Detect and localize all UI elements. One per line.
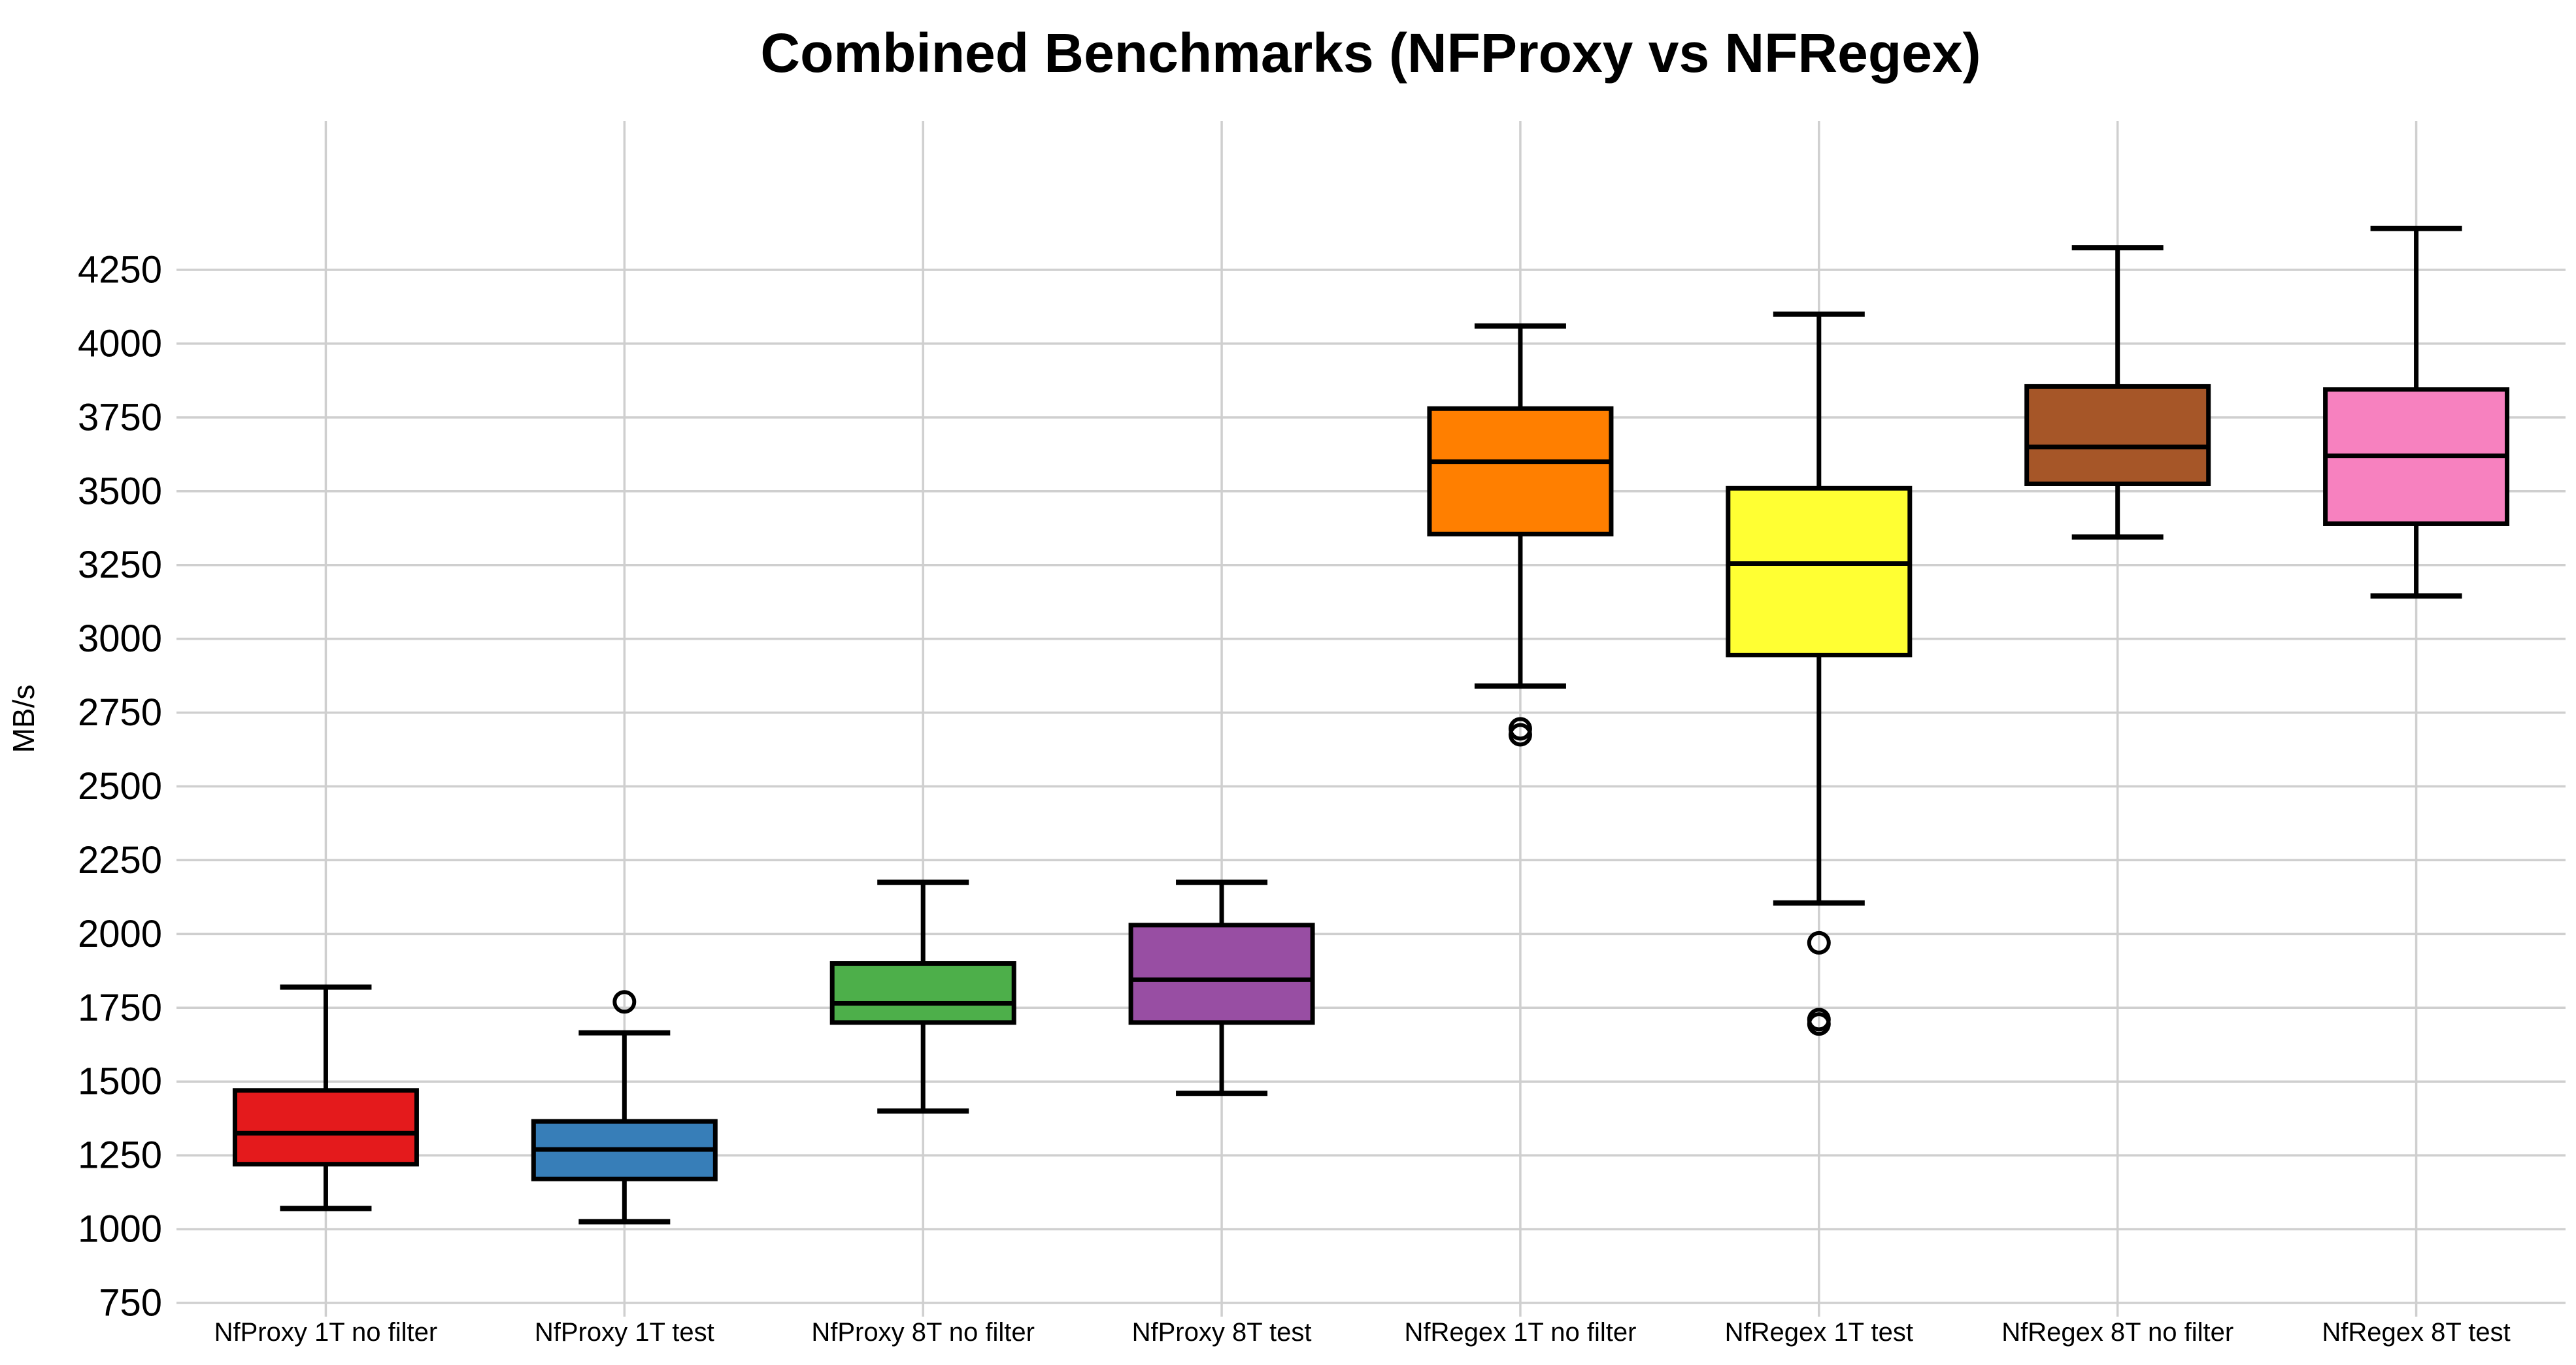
x-tick-label-nfregex-8t-no-filter: NfRegex 8T no filter <box>2001 1318 2233 1347</box>
x-tick-label-nfproxy-1t-test: NfProxy 1T test <box>535 1318 714 1347</box>
axis-labels: 750 1000 1250 1500 1750 2000 2250 2500 2750 3000 3… <box>78 249 2511 1347</box>
boxplot-nfproxy-8t-test <box>1128 880 1315 1096</box>
x-tick-label-nfregex-1t-no-filter: NfRegex 1T no filter <box>1404 1318 1636 1347</box>
boxplot-nfproxy-1t-test <box>531 990 718 1225</box>
y-tick-label: 2750 <box>78 691 162 734</box>
y-tick-label: 3500 <box>78 470 162 512</box>
outlier-point <box>1807 1012 1831 1036</box>
box <box>829 961 1016 1025</box>
boxplot-nfproxy-1t-no-filter <box>232 984 419 1211</box>
box <box>2024 384 2211 486</box>
box <box>1427 406 1614 536</box>
chart-title: Combined Benchmarks (NFProxy vs NFRegex) <box>760 22 1981 84</box>
x-tick-label-nfproxy-1t-no-filter: NfProxy 1T no filter <box>214 1318 438 1347</box>
x-tick-label-nfregex-1t-test: NfRegex 1T test <box>1725 1318 1913 1347</box>
y-tick-label: 1000 <box>78 1208 162 1251</box>
y-axis-label: MB/s <box>7 685 41 753</box>
y-tick-label: 1750 <box>78 987 162 1029</box>
boxplot-nfproxy-8t-no-filter <box>829 880 1016 1114</box>
box <box>1128 923 1315 1025</box>
x-tick-label-nfproxy-8t-test: NfProxy 8T test <box>1132 1318 1312 1347</box>
y-tick-label: 2000 <box>78 913 162 955</box>
outlier-point <box>612 990 637 1014</box>
y-tick-label: 2250 <box>78 839 162 881</box>
boxplot-nfregex-8t-test <box>2323 225 2510 599</box>
y-tick-label: 3250 <box>78 544 162 586</box>
boxplot-nfregex-1t-test <box>1726 311 1913 1036</box>
y-tick-label: 3000 <box>78 617 162 660</box>
outlier-point <box>1807 930 1831 955</box>
y-tick-label: 4000 <box>78 322 162 365</box>
boxplot-nfregex-1t-no-filter <box>1427 323 1614 747</box>
y-tick-label: 2500 <box>78 765 162 808</box>
y-tick-label: 750 <box>99 1282 162 1324</box>
y-tick-label: 1500 <box>78 1061 162 1103</box>
y-tick-label: 1250 <box>78 1134 162 1177</box>
x-tick-label-nfproxy-8t-no-filter: NfProxy 8T no filter <box>811 1318 1035 1347</box>
box <box>1726 485 1913 657</box>
box <box>232 1088 419 1167</box>
boxplot-nfregex-8t-no-filter <box>2024 245 2211 540</box>
y-tick-label: 4250 <box>78 249 162 291</box>
outlier-point <box>1508 723 1532 747</box>
x-tick-label-nfregex-8t-test: NfRegex 8T test <box>2322 1318 2510 1347</box>
y-tick-label: 3750 <box>78 396 162 438</box>
box-series <box>232 225 2510 1225</box>
